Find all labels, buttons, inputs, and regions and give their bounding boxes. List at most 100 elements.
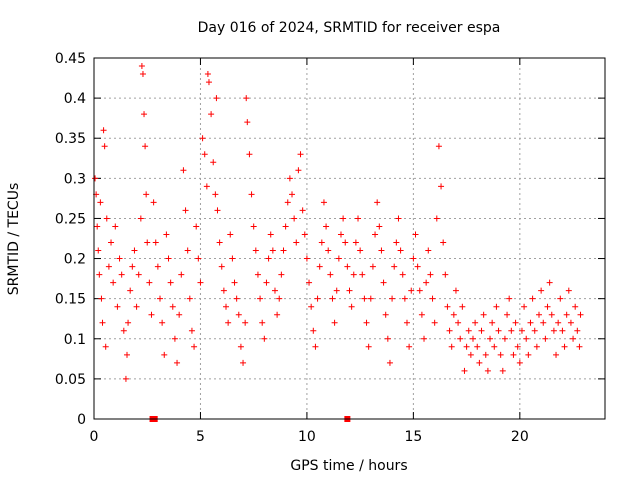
data-point	[393, 239, 400, 246]
data-point	[484, 367, 491, 374]
data-point	[244, 119, 251, 126]
y-tick-label: 0.4	[64, 91, 86, 107]
data-point	[284, 199, 291, 206]
data-point	[444, 303, 451, 310]
data-point	[472, 319, 479, 326]
data-point	[533, 343, 540, 350]
data-point	[508, 327, 515, 334]
data-point	[421, 335, 428, 342]
data-point	[237, 343, 244, 350]
data-point	[191, 343, 198, 350]
data-point	[493, 303, 500, 310]
data-point	[367, 295, 374, 302]
data-point	[478, 327, 485, 334]
data-point	[306, 279, 313, 286]
data-point	[391, 263, 398, 270]
data-point	[372, 231, 379, 238]
data-point	[159, 319, 166, 326]
data-point	[527, 319, 534, 326]
axis-ticks: 0 0.05 0.1 0.15 0.2 0.25 0.3 0.35 0.4 0.45 0 5 10 15 2…	[55, 51, 605, 445]
data-point	[501, 335, 508, 342]
data-point	[312, 343, 319, 350]
data-point	[365, 343, 372, 350]
data-point	[254, 271, 261, 278]
grid-lines	[94, 58, 605, 419]
data-point	[531, 327, 538, 334]
data-point	[152, 239, 159, 246]
data-point	[129, 263, 136, 270]
data-point	[308, 303, 315, 310]
y-tick-label: 0.15	[55, 292, 86, 308]
data-points	[92, 63, 584, 382]
data-point	[227, 231, 234, 238]
data-point	[218, 263, 225, 270]
data-point	[199, 135, 206, 142]
data-point	[480, 311, 487, 318]
data-point	[521, 303, 528, 310]
data-point	[137, 215, 144, 222]
data-point	[427, 271, 434, 278]
x-axis-label: GPS time / hours	[290, 458, 407, 474]
data-point	[99, 319, 106, 326]
data-point	[452, 287, 459, 294]
data-point	[282, 223, 289, 230]
data-point	[574, 327, 581, 334]
x-tick-label: 5	[196, 429, 205, 445]
data-point	[418, 311, 425, 318]
data-point	[559, 327, 566, 334]
data-point	[369, 263, 376, 270]
data-point	[259, 319, 266, 326]
data-point	[261, 335, 268, 342]
data-point	[102, 343, 109, 350]
data-point	[570, 335, 577, 342]
data-point	[242, 319, 249, 326]
data-point	[161, 351, 168, 358]
x-tick-label: 15	[404, 429, 422, 445]
data-point	[157, 295, 164, 302]
data-point	[376, 223, 383, 230]
data-point	[386, 359, 393, 366]
data-point	[184, 247, 191, 254]
data-point	[310, 327, 317, 334]
data-point	[94, 223, 101, 230]
data-point	[352, 239, 359, 246]
data-point	[212, 191, 219, 198]
data-point	[529, 295, 536, 302]
data-point	[100, 127, 107, 134]
data-point	[141, 111, 148, 118]
data-point	[389, 295, 396, 302]
data-point	[538, 287, 545, 294]
data-point	[243, 95, 250, 102]
data-point	[577, 311, 584, 318]
data-point	[213, 95, 220, 102]
data-point	[346, 287, 353, 294]
data-point	[174, 359, 181, 366]
data-point	[469, 335, 476, 342]
x-tick-label: 20	[511, 429, 529, 445]
data-point	[518, 327, 525, 334]
data-point	[487, 335, 494, 342]
data-point	[440, 239, 447, 246]
data-point	[335, 255, 342, 262]
data-point	[535, 311, 542, 318]
data-point	[154, 263, 161, 270]
data-point	[448, 343, 455, 350]
data-point	[476, 359, 483, 366]
data-point	[240, 359, 247, 366]
data-point	[350, 271, 357, 278]
data-point	[461, 367, 468, 374]
data-point	[438, 183, 445, 190]
data-point	[248, 191, 255, 198]
data-point	[465, 327, 472, 334]
data-point	[195, 255, 202, 262]
y-tick-label: 0.25	[55, 211, 86, 227]
data-point	[235, 311, 242, 318]
data-point	[333, 287, 340, 294]
data-point	[314, 295, 321, 302]
data-point	[267, 231, 274, 238]
data-point	[399, 271, 406, 278]
data-point	[250, 223, 257, 230]
data-point	[489, 319, 496, 326]
